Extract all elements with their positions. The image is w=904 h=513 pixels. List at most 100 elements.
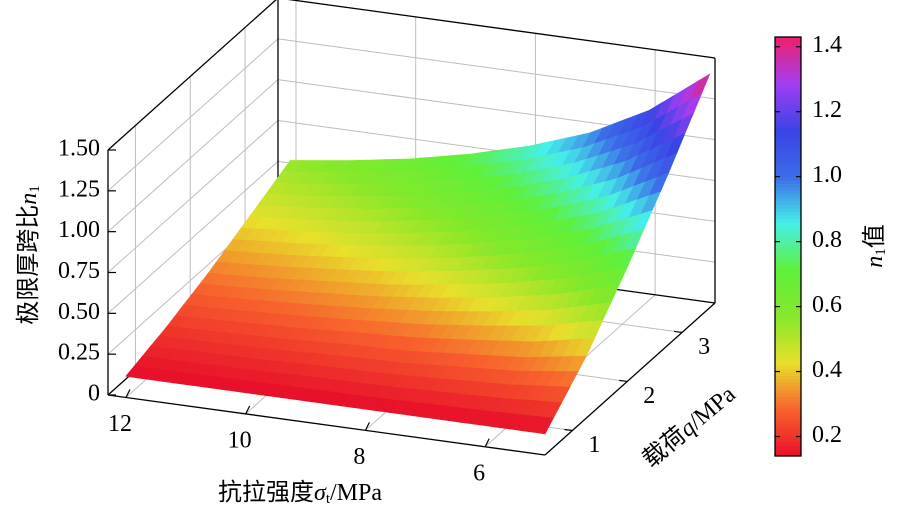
colorbar-swatch (775, 441, 801, 446)
colorbar-swatch (775, 340, 801, 345)
grid-line (107, 160, 279, 314)
colorbar-swatch (775, 267, 801, 272)
z-label-var: n (16, 193, 42, 205)
colorbar-swatch (775, 172, 801, 177)
colorbar-swatch (775, 417, 801, 422)
colorbar-swatch (775, 64, 801, 69)
colorbar-swatch (775, 326, 801, 331)
y-tick-label: 3 (698, 334, 710, 360)
colorbar-swatch (775, 148, 801, 153)
colorbar-swatch (775, 106, 801, 111)
grid-line (107, 120, 279, 273)
colorbar-swatch (775, 242, 801, 247)
colorbar-swatch (775, 288, 801, 293)
colorbar-swatch (775, 438, 801, 443)
colorbar-swatch (775, 228, 801, 233)
surface-cell (607, 73, 711, 197)
colorbar-swatch (775, 333, 801, 338)
x-label-unit: /MPa (330, 480, 382, 506)
colorbar-swatch (775, 434, 801, 439)
cbar-label-text: 值 (861, 224, 888, 248)
surface-cell (506, 195, 610, 284)
x-tick-label: 10 (228, 427, 252, 453)
colorbar-swatch (775, 165, 801, 170)
colorbar-swatch (775, 61, 801, 66)
surface (125, 73, 711, 435)
surface-cell (304, 344, 408, 410)
surface-facet (125, 365, 147, 379)
x-tick (245, 405, 251, 415)
colorbar-swatch (775, 162, 801, 167)
colorbar-swatch (775, 47, 801, 52)
colorbar-swatch (775, 144, 801, 150)
colorbar-swatch (775, 284, 801, 289)
colorbar-swatch (775, 36, 801, 41)
grid-line (277, 38, 716, 100)
colorbar-swatch (775, 445, 801, 450)
colorbar-swatch (775, 375, 801, 380)
colorbar-swatch (775, 420, 801, 425)
colorbar-swatch (775, 396, 801, 401)
colorbar-swatch (775, 103, 801, 108)
colorbar-swatch (775, 200, 801, 205)
surface-cell (308, 158, 411, 223)
surface-cell (226, 277, 329, 341)
surface-cell (364, 350, 468, 418)
surface-cell (525, 266, 628, 359)
x-tick-label: 8 (353, 444, 365, 470)
z-tick-label: 1.50 (58, 136, 100, 162)
x-tick-label: 6 (473, 460, 485, 486)
colorbar-swatch (775, 403, 801, 408)
colorbar-swatch (775, 225, 801, 230)
box-edge (107, 0, 277, 151)
x-label-var: σ (314, 480, 327, 506)
x-label-sub: t (326, 491, 331, 507)
colorbar-frame (774, 36, 802, 457)
colorbar-swatch (775, 354, 801, 359)
colorbar-swatch (775, 82, 801, 87)
colorbar-tick-label: 1.2 (812, 97, 842, 123)
colorbar-swatch (775, 204, 801, 209)
z-label-sub: 1 (27, 185, 43, 193)
colorbar-tick-label: 0.8 (812, 227, 842, 253)
colorbar-swatch (775, 323, 801, 328)
colorbar-swatch (775, 448, 801, 453)
surface-cell (547, 109, 651, 210)
colorbar-swatch (775, 85, 801, 90)
colorbar-swatch (775, 253, 801, 258)
colorbar-swatch (775, 385, 801, 390)
colorbar-swatch (775, 190, 801, 195)
surface-cell (286, 281, 389, 345)
grid-line (107, 38, 279, 192)
y-tick (619, 379, 628, 383)
colorbar-swatch (775, 357, 801, 363)
colorbar-swatch (775, 427, 801, 432)
colorbar-swatch (775, 207, 801, 212)
colorbar-swatch (775, 410, 801, 415)
surface-cell (267, 219, 370, 283)
z-tick-label: 0.50 (58, 299, 100, 325)
colorbar-swatch (775, 343, 801, 349)
surface-cell (207, 216, 310, 279)
colorbar-swatch (775, 214, 801, 219)
colorbar-swatch (775, 57, 801, 62)
z-axis-label: 极限厚跨比n1 (15, 185, 44, 325)
colorbar-swatch (775, 218, 801, 223)
colorbar-swatch (775, 193, 801, 198)
surface-cell (327, 219, 430, 286)
colorbar-tick-label: 0.2 (812, 422, 842, 448)
colorbar-swatch (775, 305, 801, 310)
surface-cell (387, 216, 490, 286)
surface-cell (368, 153, 471, 223)
colorbar: 0.2 0.4 0.6 0.8 1.0 1.2 1.4 (774, 32, 842, 457)
colorbar-swatch (775, 350, 801, 356)
colorbar-swatch (775, 302, 801, 307)
colorbar-swatch (775, 361, 801, 366)
colorbar-swatch (775, 151, 801, 157)
x-tick (484, 438, 490, 448)
colorbar-swatch (775, 298, 801, 303)
colorbar-swatch (775, 424, 801, 429)
colorbar-swatch (775, 274, 801, 279)
colorbar-swatch (775, 92, 801, 97)
